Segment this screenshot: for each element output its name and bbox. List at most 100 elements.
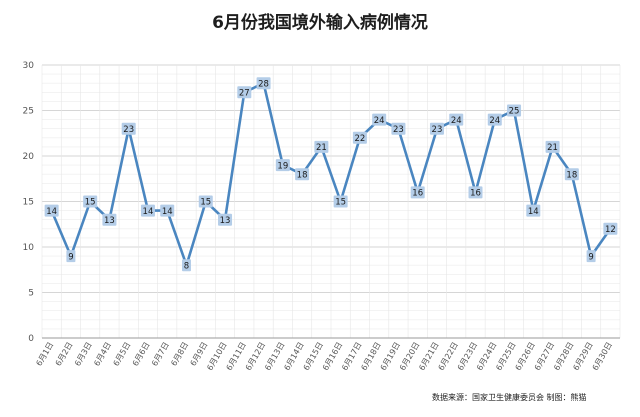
data-label: 8 [184, 261, 189, 271]
data-label: 24 [374, 116, 385, 126]
data-point: 9 [586, 250, 596, 263]
data-point: 16 [468, 186, 483, 199]
data-labels: 14 9 15 13 23 14 14 8 15 13 27 28 19 18 21 15 22 24 23 16 23… [44, 77, 618, 271]
y-axis-ticks: 0 5 10 15 20 25 30 [23, 61, 35, 344]
data-point: 15 [83, 195, 98, 208]
data-label-box [237, 86, 252, 99]
y-tick-label: 15 [23, 198, 34, 208]
data-point: 16 [410, 186, 425, 199]
y-tick-label: 25 [23, 107, 34, 117]
data-point: 14 [44, 204, 59, 217]
data-point: 18 [295, 168, 310, 181]
data-label: 21 [547, 143, 558, 153]
data-label-box [44, 204, 59, 217]
data-point: 15 [333, 195, 348, 208]
data-point: 8 [182, 259, 191, 271]
data-label-box [468, 186, 483, 199]
data-label: 23 [432, 125, 443, 135]
data-label-box [487, 113, 502, 126]
y-tick-label: 20 [23, 152, 35, 162]
data-point: 19 [275, 159, 290, 172]
data-label: 24 [451, 116, 462, 126]
data-label: 23 [393, 125, 404, 135]
data-label: 27 [239, 89, 250, 99]
data-point: 13 [102, 213, 117, 226]
data-point: 28 [256, 77, 271, 90]
data-label: 25 [509, 107, 520, 117]
data-label: 21 [316, 143, 327, 153]
data-point: 18 [564, 168, 579, 181]
data-label: 14 [143, 207, 154, 217]
data-label-box [121, 122, 136, 135]
data-label-box [372, 113, 387, 126]
data-label: 23 [123, 125, 134, 135]
data-label: 14 [46, 207, 57, 217]
data-point: 14 [140, 204, 155, 217]
data-point: 24 [487, 113, 502, 126]
data-point: 24 [449, 113, 464, 126]
data-label-box [198, 195, 213, 208]
data-label: 13 [104, 216, 115, 226]
data-source-note: 数据来源：国家卫生健康委员会 制图：熊猫 [432, 392, 587, 402]
data-point: 14 [160, 204, 175, 217]
data-point: 27 [237, 86, 252, 99]
data-point: 14 [526, 204, 541, 217]
data-label-box [410, 186, 425, 199]
data-label: 12 [605, 225, 616, 235]
data-label-box [586, 250, 596, 263]
data-label-box [526, 204, 541, 217]
data-label: 9 [588, 252, 593, 262]
data-label: 13 [220, 216, 231, 226]
data-label: 28 [258, 79, 269, 89]
data-label: 14 [162, 207, 173, 217]
data-point: 22 [352, 131, 367, 144]
data-point: 12 [603, 222, 618, 235]
data-label: 22 [354, 134, 365, 144]
data-label-box [333, 195, 348, 208]
data-label-box [275, 159, 290, 172]
data-point: 23 [391, 122, 406, 135]
data-label: 15 [85, 198, 96, 208]
data-label-box [256, 77, 271, 90]
data-label-box [83, 195, 98, 208]
data-point: 23 [121, 122, 136, 135]
data-label-box [391, 122, 406, 135]
data-label: 15 [335, 198, 346, 208]
series-line-layer [50, 81, 612, 267]
data-label: 15 [200, 198, 211, 208]
y-tick-label: 5 [28, 289, 34, 299]
data-point: 13 [218, 213, 233, 226]
data-point: 23 [429, 122, 444, 135]
data-label: 18 [566, 170, 577, 180]
data-point: 9 [66, 250, 76, 263]
data-label-box [314, 140, 329, 153]
data-label: 9 [68, 252, 73, 262]
data-point: 24 [372, 113, 387, 126]
data-label-box [140, 204, 155, 217]
data-label-box [102, 213, 117, 226]
data-label: 18 [297, 170, 308, 180]
data-label-box [66, 250, 76, 263]
data-point: 21 [314, 140, 329, 153]
data-label-box [160, 204, 175, 217]
data-point: 25 [507, 104, 522, 117]
data-label: 24 [489, 116, 500, 126]
series-line [50, 81, 612, 267]
data-label: 16 [412, 189, 423, 199]
y-tick-label: 30 [23, 61, 35, 71]
data-label-box [507, 104, 522, 117]
data-label-box [603, 222, 618, 235]
data-label: 14 [528, 207, 539, 217]
data-label-box [182, 259, 191, 272]
data-label-box [295, 168, 310, 181]
y-tick-label: 10 [23, 243, 35, 253]
y-tick-label: 0 [28, 334, 34, 344]
data-label-box [352, 131, 367, 144]
data-label: 19 [277, 161, 288, 171]
data-label-box [564, 168, 579, 181]
data-label-box [218, 213, 233, 226]
data-label-box [429, 122, 444, 135]
data-point: 15 [198, 195, 213, 208]
data-label: 16 [470, 189, 481, 199]
